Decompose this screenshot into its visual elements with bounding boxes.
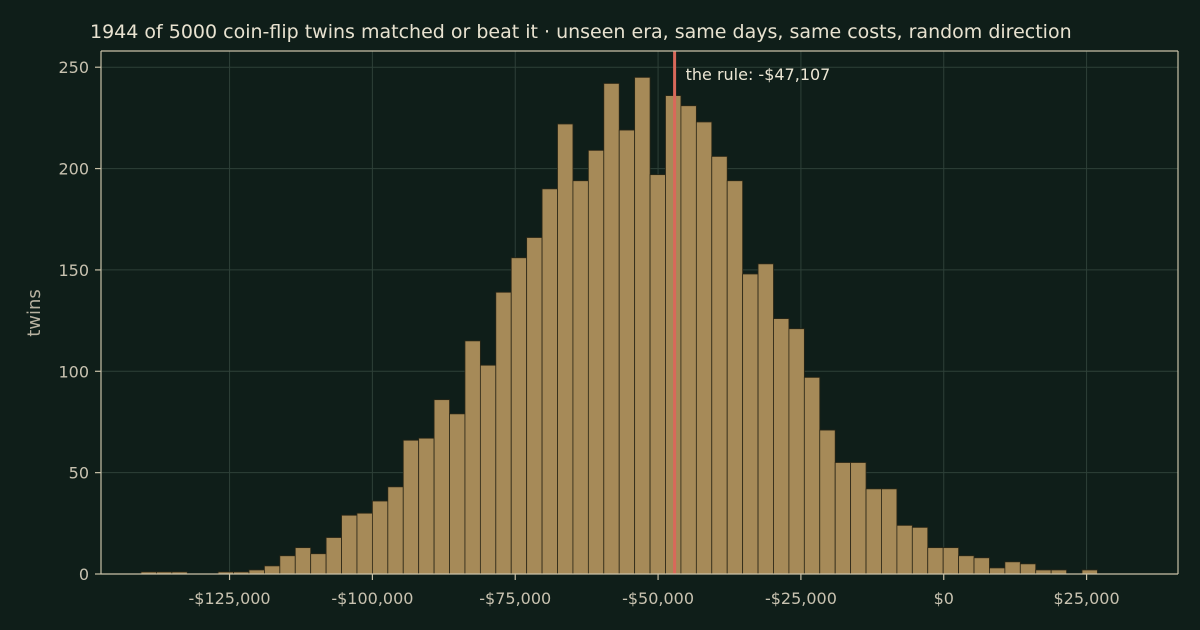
histogram-bar [896, 524, 913, 575]
bars [140, 76, 1098, 575]
y-tick-label: 250 [58, 58, 89, 77]
histogram-bar [387, 486, 404, 575]
chart-title: 1944 of 5000 coin-flip twins matched or … [90, 21, 1072, 43]
histogram-bar [510, 257, 528, 575]
histogram-bar [834, 462, 852, 575]
histogram-bar [541, 188, 558, 575]
histogram-bar [1081, 569, 1098, 575]
histogram-bar [634, 76, 651, 575]
histogram-bar [449, 413, 466, 575]
histogram-bar [603, 83, 620, 575]
histogram-bar [294, 547, 312, 575]
histogram-bar [726, 180, 744, 575]
histogram-bar [865, 488, 882, 575]
histogram-bar [1035, 569, 1052, 575]
x-ticks: -$125,000 -$100,000 -$75,000 -$50,000 -$25,0… [188, 574, 1120, 608]
histogram-bar [479, 364, 497, 575]
histogram-bar [695, 121, 713, 575]
x-tick-label: $25,000 [1053, 589, 1119, 608]
y-tick-label: 50 [69, 464, 89, 483]
histogram-bar [526, 237, 543, 575]
histogram-bar [803, 376, 821, 575]
histogram-bar [356, 512, 373, 575]
histogram-bar [264, 565, 281, 575]
histogram-bar [911, 526, 929, 575]
histogram-bar [942, 547, 960, 575]
histogram-bar [1004, 561, 1021, 575]
y-tick-label: 100 [58, 362, 89, 381]
x-tick-label: -$75,000 [479, 589, 551, 608]
histogram-bar [279, 555, 296, 575]
y-axis-label: twins [24, 289, 45, 337]
histogram-bar [850, 462, 867, 575]
histogram-bar [418, 437, 435, 575]
histogram-bar [773, 318, 790, 575]
x-tick-label: -$125,000 [188, 589, 270, 608]
histogram-bar [618, 129, 636, 575]
histogram-bar [649, 174, 666, 575]
histogram-bar [248, 569, 265, 575]
histogram-bar [587, 149, 605, 575]
y-ticks: 0 50 100 150 200 250 [58, 58, 101, 584]
y-tick-label: 150 [58, 261, 89, 280]
histogram-bar [1050, 569, 1067, 575]
histogram-bar [325, 537, 342, 575]
histogram-bar [371, 500, 389, 575]
histogram-bar [958, 555, 975, 575]
histogram-bar [680, 105, 697, 575]
histogram-bar [973, 557, 990, 575]
histogram-bar [495, 291, 512, 575]
histogram-bar [557, 123, 574, 575]
histogram-bar [757, 263, 774, 575]
histogram-bar [1019, 563, 1037, 575]
x-tick-label: -$100,000 [331, 589, 413, 608]
histogram-bar [927, 547, 944, 575]
histogram-bar [572, 180, 589, 575]
histogram-bar [310, 553, 327, 575]
axes [100, 50, 1179, 575]
x-tick-label: $0 [934, 589, 954, 608]
reference-marker: the rule: -$47,107 [673, 51, 831, 574]
histogram-bar [711, 156, 728, 575]
y-tick-label: 0 [79, 565, 89, 584]
histogram-bar [742, 273, 759, 575]
x-tick-label: -$50,000 [622, 589, 694, 608]
y-tick-label: 200 [58, 160, 89, 179]
histogram-bar [788, 328, 805, 575]
histogram-bar [433, 399, 450, 575]
histogram-bar [341, 514, 358, 575]
x-tick-label: -$25,000 [765, 589, 837, 608]
histogram-bar [881, 488, 898, 575]
reference-label: the rule: -$47,107 [686, 65, 831, 84]
histogram-bar [464, 340, 481, 575]
histogram-bar [402, 439, 420, 575]
histogram-bar [989, 567, 1006, 575]
histogram-bar [819, 429, 836, 575]
